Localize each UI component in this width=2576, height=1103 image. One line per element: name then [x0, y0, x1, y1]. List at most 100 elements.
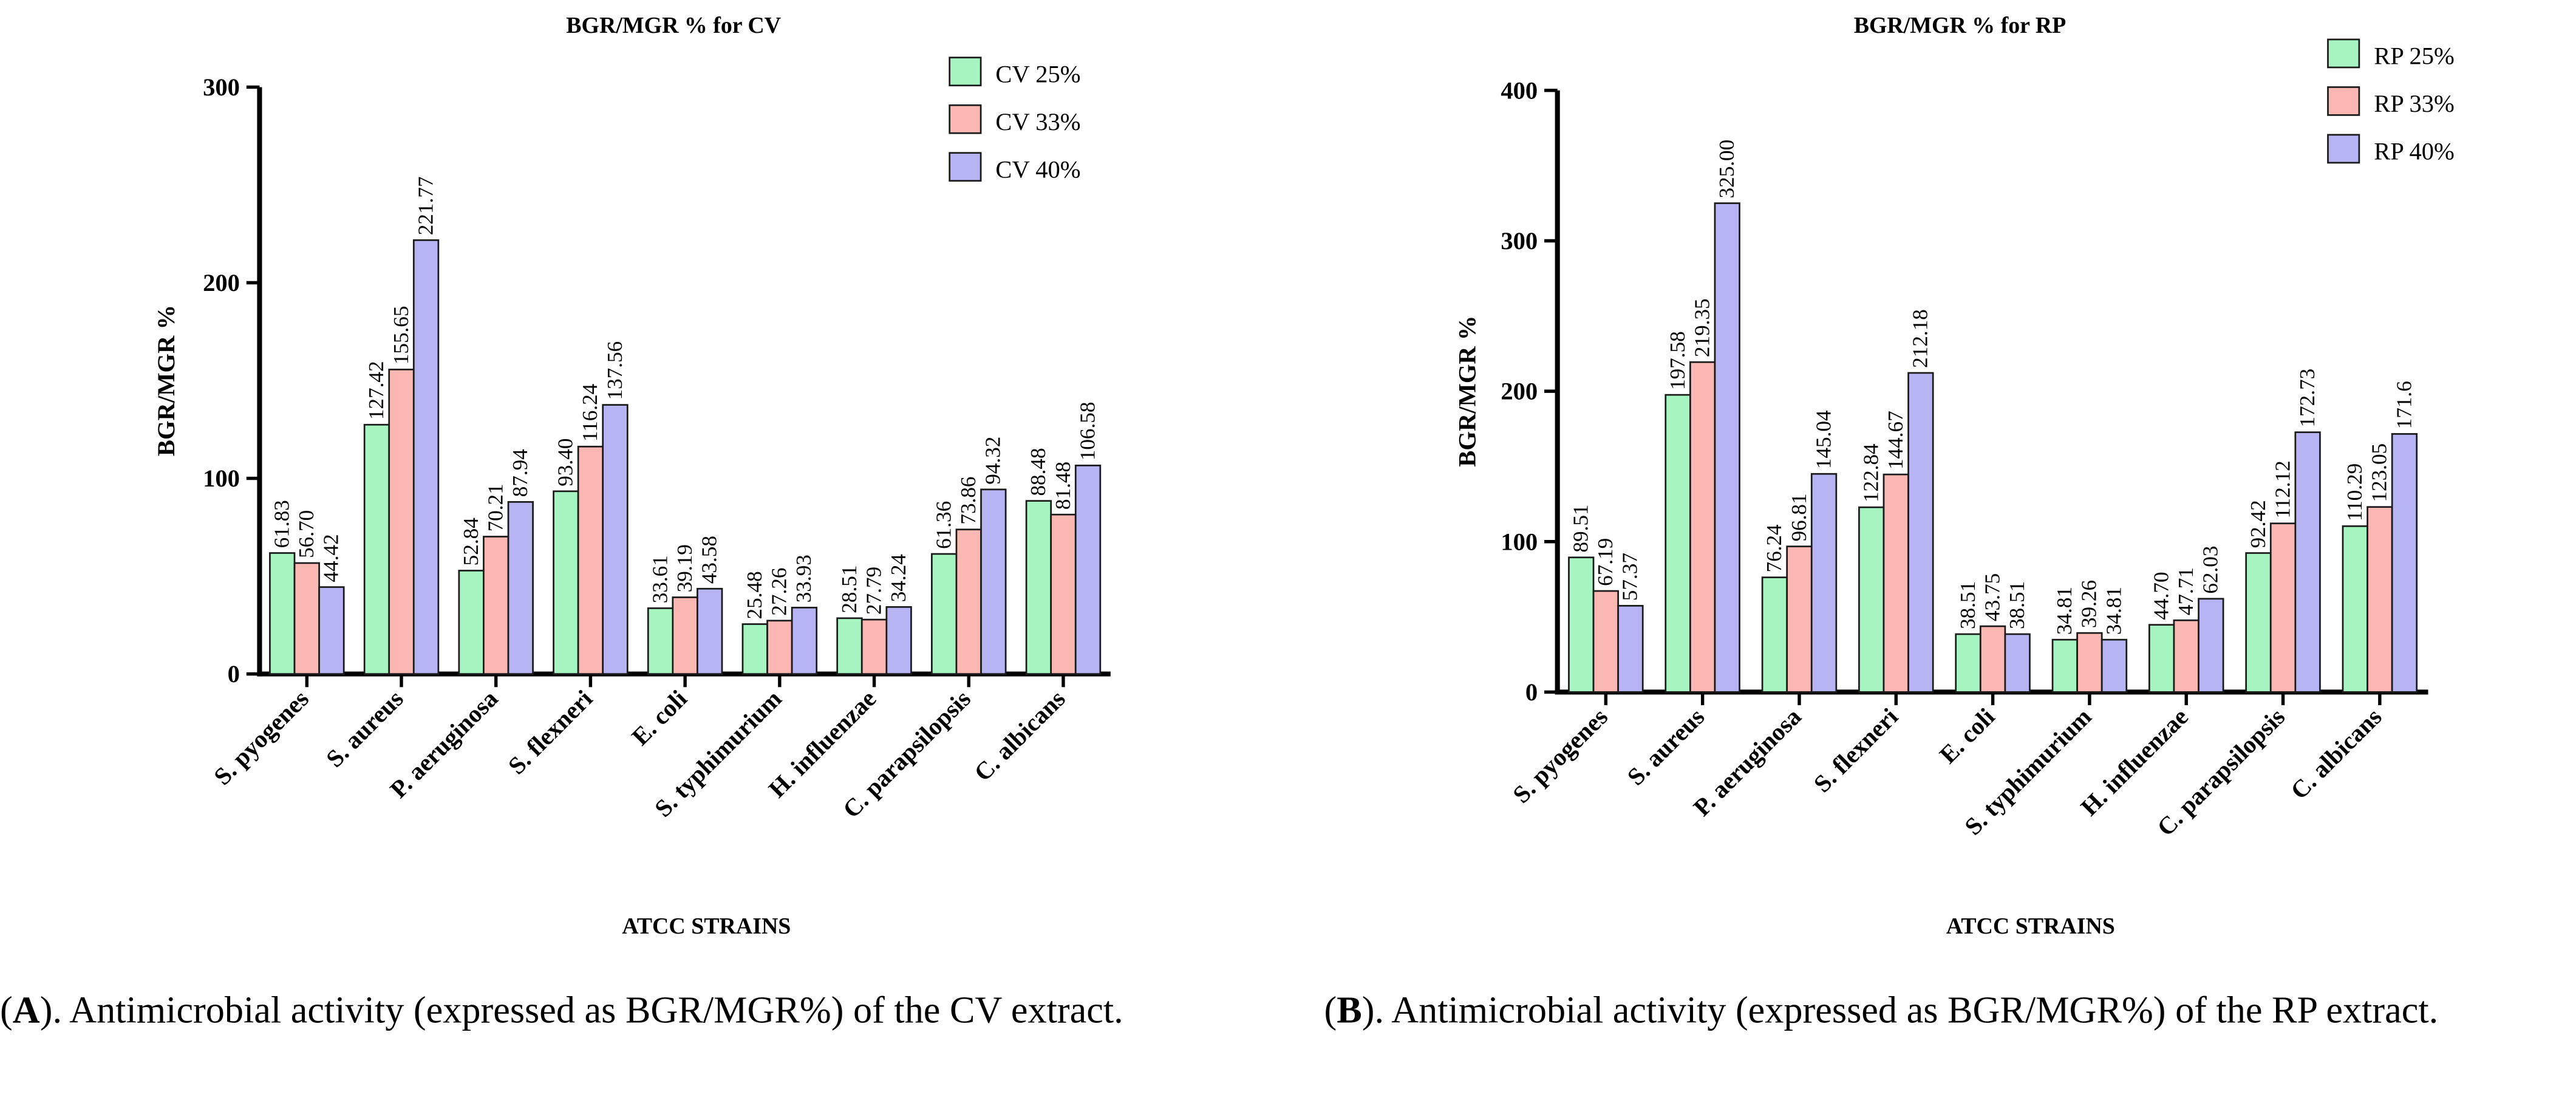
- data-label: 155.65: [389, 306, 413, 365]
- caption-b-label: B: [1337, 989, 1362, 1031]
- category-label: S. pyogenes: [1507, 703, 1613, 808]
- data-label: 33.93: [792, 555, 816, 603]
- data-label: 61.36: [932, 501, 956, 549]
- bar-cv-25-s-flexneri: [553, 490, 579, 675]
- bar-rp-33-c-albicans: [2366, 506, 2393, 693]
- bar-cv-40-c-parapsilopsis: [980, 488, 1007, 675]
- bar-cv-33-s-pyogenes: [293, 562, 320, 675]
- caption-a-label: A: [12, 989, 40, 1031]
- data-label: 145.04: [1811, 410, 1835, 469]
- data-label: 57.37: [1618, 553, 1642, 601]
- bar-cv-40-s-typhimurium: [791, 606, 818, 675]
- bar-rp-25-s-typhimurium: [2051, 638, 2078, 693]
- data-label: 116.24: [578, 383, 602, 442]
- category-label: S. flexneri: [503, 685, 598, 779]
- legend-swatch-rp-25: [2327, 38, 2360, 69]
- bar-rp-25-c-albicans: [2342, 525, 2368, 693]
- data-label: 219.35: [1690, 298, 1714, 357]
- data-label: 144.67: [1884, 411, 1907, 470]
- bar-cv-33-e-coli: [672, 596, 698, 675]
- y-tick-label: 0: [228, 660, 240, 688]
- data-label: 47.71: [2174, 567, 2198, 615]
- bar-rp-33-s-typhimurium: [2076, 632, 2103, 693]
- category-label: E. coli: [1934, 703, 2000, 768]
- bar-cv-40-p-aeruginosa: [507, 501, 534, 675]
- bar-cv-33-s-typhimurium: [766, 620, 793, 675]
- bar-rp-40-e-coli: [2004, 633, 2031, 693]
- bar-rp-40-c-albicans: [2391, 433, 2418, 693]
- bar-rp-33-c-parapsilopsis: [2269, 522, 2297, 693]
- bar-cv-33-c-parapsilopsis: [955, 528, 982, 675]
- data-label: 94.32: [981, 437, 1005, 485]
- legend-swatch-cv-25: [949, 56, 982, 87]
- bar-rp-25-c-parapsilopsis: [2245, 552, 2272, 693]
- legend-swatch-cv-33: [949, 104, 982, 134]
- data-label: 112.12: [2271, 460, 2294, 518]
- bar-rp-33-h-influenzae: [2173, 619, 2199, 693]
- data-label: 67.19: [1593, 538, 1617, 586]
- bar-rp-40-c-parapsilopsis: [2294, 431, 2321, 693]
- bar-rp-40-p-aeruginosa: [1810, 473, 1838, 693]
- bar-cv-33-s-aureus: [388, 368, 415, 675]
- y-tick-label: 200: [1501, 378, 1538, 405]
- data-label: 44.70: [2149, 572, 2173, 620]
- caption-b-text: ). Antimicrobial activity (expressed as …: [1361, 989, 2439, 1031]
- bar-rp-33-s-aureus: [1689, 361, 1716, 693]
- chart-title: BGR/MGR % for RP: [1854, 13, 2067, 38]
- data-label: 92.42: [2246, 500, 2270, 548]
- x-axis-label: ATCC STRAINS: [622, 913, 791, 939]
- y-axis-label: BGR/MGR %: [152, 305, 180, 456]
- data-label: 34.81: [2053, 587, 2076, 635]
- caption-b: (B). Antimicrobial activity (expressed a…: [1324, 989, 2439, 1031]
- bar-cv-25-s-pyogenes: [269, 552, 296, 675]
- y-tick-label: 300: [203, 73, 240, 101]
- bar-rp-40-s-pyogenes: [1617, 604, 1644, 693]
- data-label: 43.75: [1980, 573, 2004, 621]
- bar-rp-25-s-flexneri: [1858, 506, 1885, 693]
- chart-cv: BGR/MGR % for CV BGR/MGR % 0 100 200 300 61.83…: [152, 13, 1111, 939]
- bar-cv-40-s-pyogenes: [318, 586, 345, 675]
- data-label: 96.81: [1787, 493, 1811, 541]
- y-tick-label: 200: [203, 269, 240, 296]
- bar-cv-25-s-aureus: [363, 423, 390, 675]
- chart-rp: BGR/MGR % for RP BGR/MGR % 0 100 200 300 400 89…: [1453, 13, 2455, 939]
- bar-cv-40-h-influenzae: [885, 606, 912, 675]
- data-label: 221.77: [414, 177, 437, 236]
- data-label: 44.42: [319, 534, 343, 582]
- data-label: 325.00: [1715, 140, 1739, 199]
- data-label: 73.86: [956, 477, 980, 525]
- bar-cv-33-p-aeruginosa: [483, 536, 509, 675]
- bar-cv-25-c-albicans: [1025, 500, 1052, 675]
- bar-cv-33-c-albicans: [1050, 513, 1077, 675]
- data-label: 70.21: [484, 483, 508, 531]
- bar-rp-25-s-pyogenes: [1568, 556, 1595, 693]
- category-label: C. albicans: [2285, 703, 2387, 804]
- bar-rp-25-p-aeruginosa: [1761, 576, 1788, 693]
- legend-label-rp-40: RP 40%: [2374, 138, 2455, 165]
- bar-rp-40-s-aureus: [1714, 202, 1740, 693]
- y-tick-label: 100: [1501, 528, 1538, 555]
- legend-swatch-cv-40: [949, 152, 982, 182]
- bar-rp-33-e-coli: [1979, 625, 2006, 693]
- bar-rp-33-s-flexneri: [1883, 473, 1909, 693]
- data-label: 89.51: [1569, 504, 1593, 552]
- category-label: C. albicans: [969, 685, 1070, 786]
- bar-cv-40-c-albicans: [1074, 465, 1102, 675]
- legend-swatch-rp-33: [2327, 86, 2360, 116]
- category-label: E. coli: [627, 685, 692, 750]
- legend-label-cv-33: CV 33%: [995, 108, 1080, 135]
- data-label: 62.03: [2199, 546, 2223, 594]
- data-label: 93.40: [554, 439, 578, 487]
- bar-cv-33-h-influenzae: [860, 618, 888, 675]
- bar-cv-25-p-aeruginosa: [458, 570, 485, 675]
- data-label: 87.94: [508, 449, 532, 497]
- caption-a: (A). Antimicrobial activity (expressed a…: [0, 989, 1123, 1031]
- bar-cv-25-e-coli: [647, 607, 674, 675]
- category-label: S. flexneri: [1808, 703, 1903, 797]
- bar-cv-25-c-parapsilopsis: [931, 553, 958, 675]
- caption-a-text: ). Antimicrobial activity (expressed as …: [39, 989, 1123, 1031]
- y-tick-label: 0: [1525, 678, 1538, 706]
- data-label: 38.51: [2005, 581, 2029, 629]
- data-label: 28.51: [837, 565, 861, 613]
- y-tick-label: 300: [1501, 227, 1538, 254]
